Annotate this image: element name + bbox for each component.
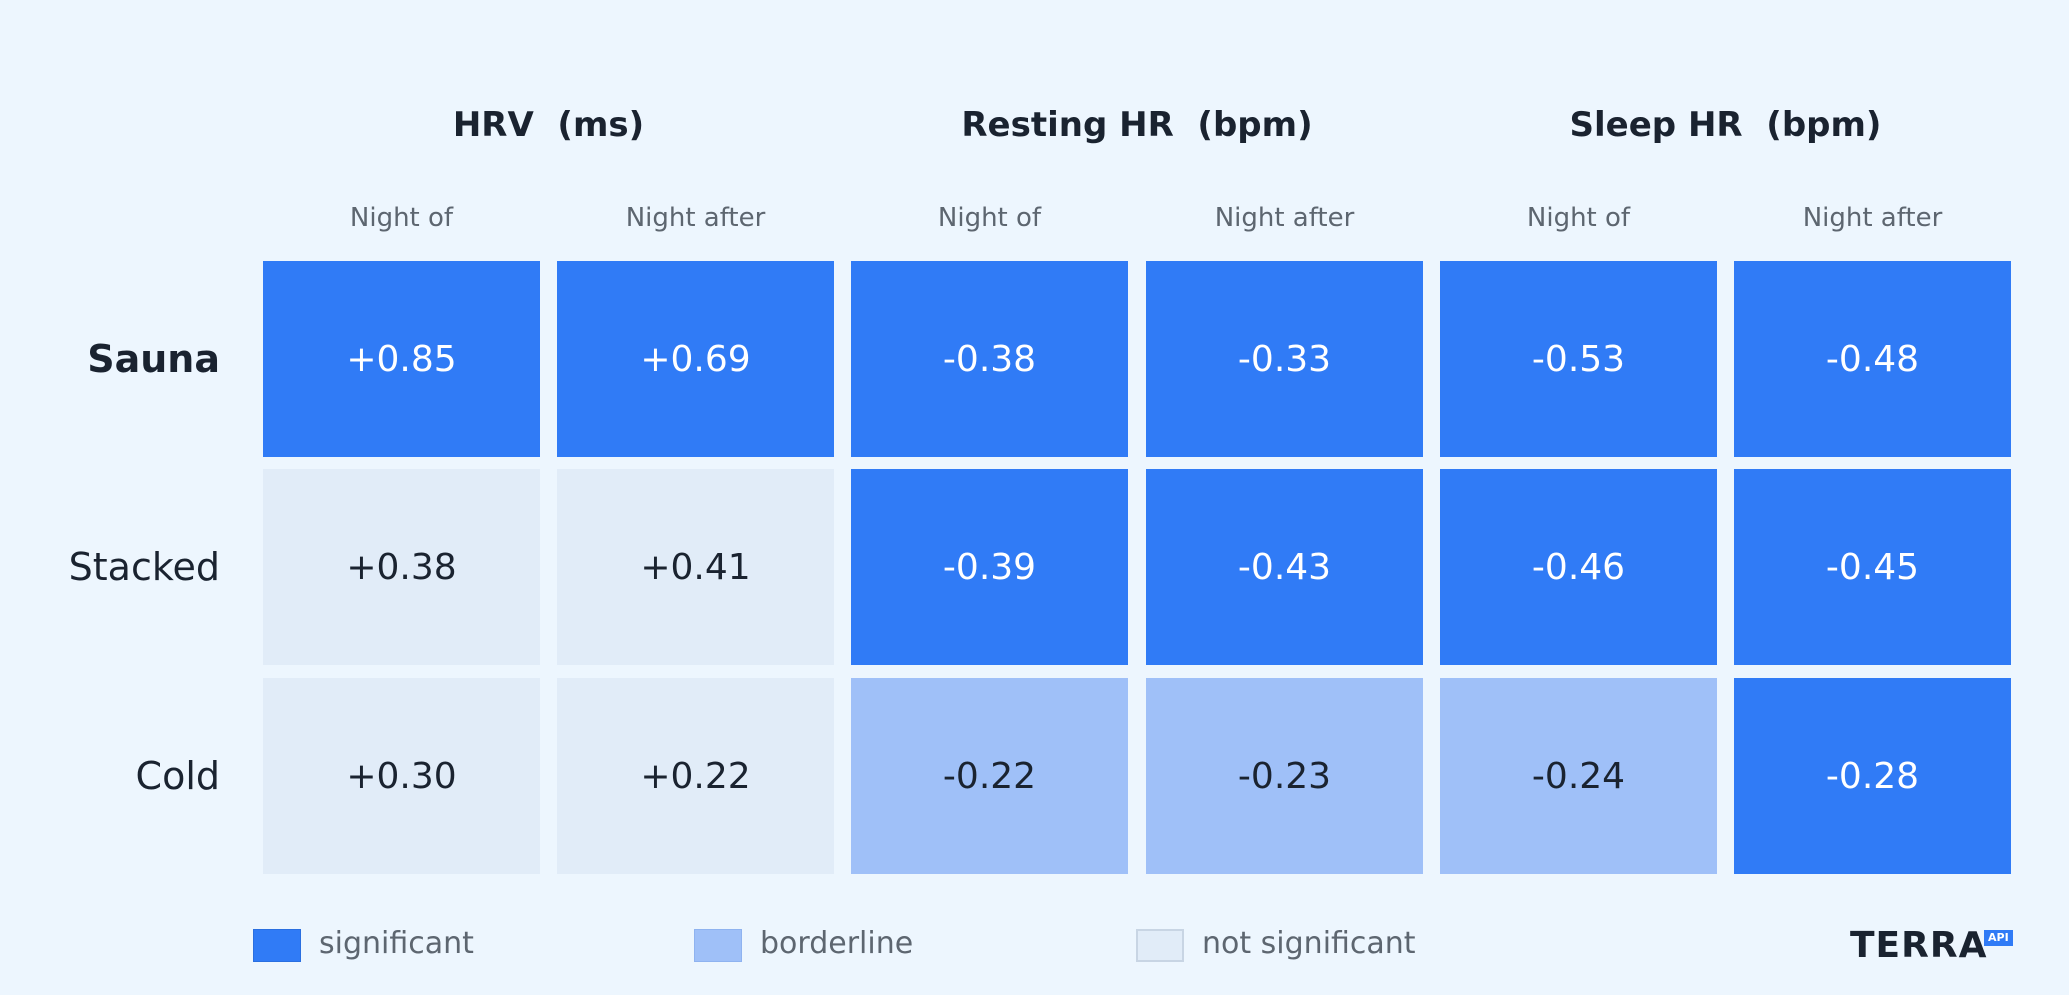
row-label: Stacked (68, 545, 220, 589)
heatmap-cell: -0.38 (851, 261, 1128, 457)
column-header: Night after (1802, 203, 1943, 233)
heatmap-cell: -0.53 (1440, 261, 1717, 457)
heatmap-cell: +0.22 (557, 678, 834, 874)
heatmap-cell: +0.85 (263, 261, 540, 457)
column-header: Night of (349, 203, 454, 233)
heatmap-cell: -0.45 (1734, 469, 2011, 665)
legend-swatch (694, 929, 742, 962)
group-header: Sleep HR (bpm) (1569, 105, 1882, 145)
legend-swatch (253, 929, 301, 962)
heatmap-cell: -0.22 (851, 678, 1128, 874)
logo-text: TERRA (1850, 925, 1988, 966)
legend-label: not significant (1202, 926, 1416, 961)
heatmap-cell: -0.43 (1146, 469, 1423, 665)
heatmap-cell: +0.30 (263, 678, 540, 874)
heatmap-cell: -0.46 (1440, 469, 1717, 665)
heatmap-cell: +0.41 (557, 469, 834, 665)
legend-label: borderline (760, 926, 914, 961)
heatmap-cell: -0.28 (1734, 678, 2011, 874)
legend-swatch (1136, 929, 1184, 962)
row-label: Cold (135, 754, 220, 798)
column-header: Night after (1214, 203, 1355, 233)
group-header: Resting HR (bpm) (961, 105, 1313, 145)
column-header: Night of (1526, 203, 1631, 233)
heatmap-cell: +0.69 (557, 261, 834, 457)
terra-api-logo: TERRA API (1850, 922, 2013, 970)
heatmap-cell: -0.48 (1734, 261, 2011, 457)
row-label: Sauna (87, 337, 220, 381)
column-header: Night of (937, 203, 1042, 233)
heatmap-cell: -0.23 (1146, 678, 1423, 874)
group-header: HRV (ms) (452, 105, 645, 145)
column-header: Night after (625, 203, 766, 233)
heatmap-cell: +0.38 (263, 469, 540, 665)
logo-badge: API (1984, 930, 2013, 946)
legend-label: significant (319, 926, 474, 961)
heatmap-cell: -0.24 (1440, 678, 1717, 874)
heatmap-cell: -0.33 (1146, 261, 1423, 457)
heatmap-cell: -0.39 (851, 469, 1128, 665)
